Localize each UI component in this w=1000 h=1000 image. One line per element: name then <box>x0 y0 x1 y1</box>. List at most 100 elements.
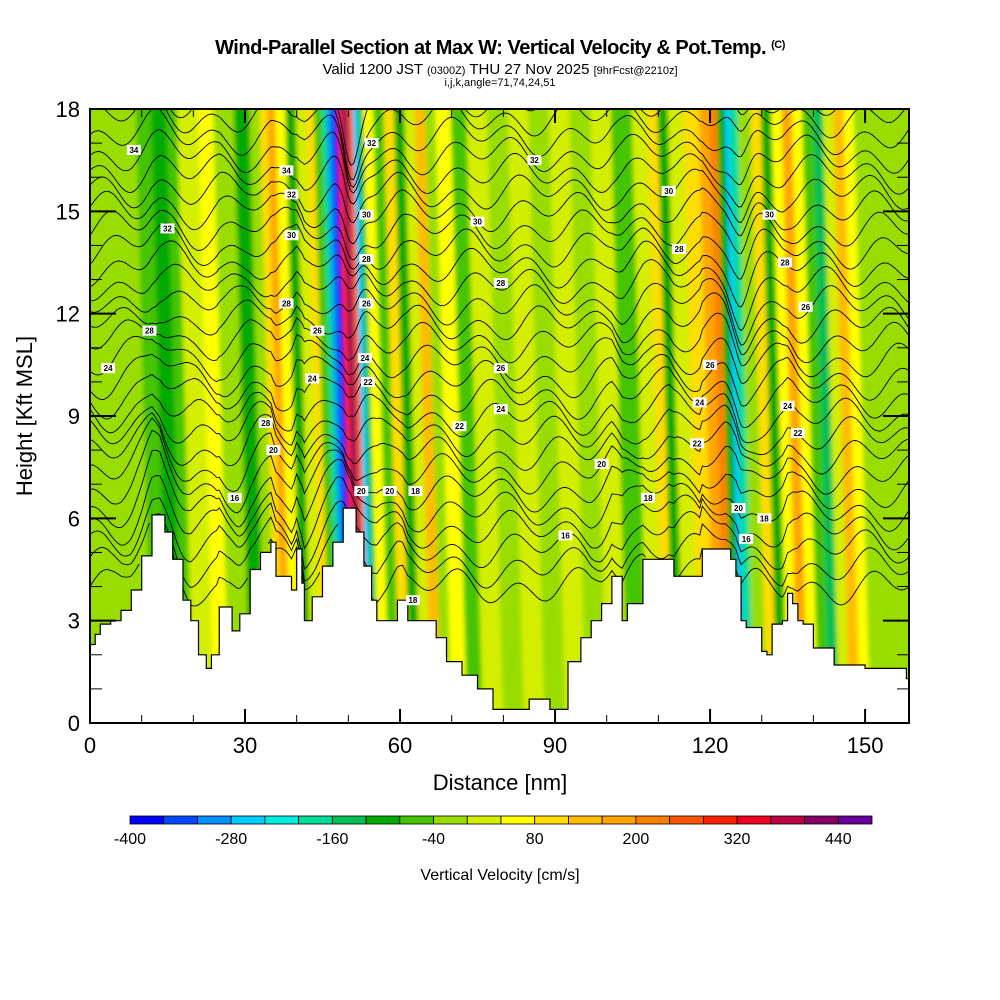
contour-label-bg <box>493 278 508 288</box>
velocity-band <box>729 109 754 723</box>
contour-label-text: 16 <box>561 531 570 540</box>
theta-contour-line <box>90 278 909 346</box>
contour-label: 26 <box>703 359 718 370</box>
contour-label-bg <box>762 209 777 220</box>
colorbar-swatch <box>702 815 738 825</box>
contour-label: 32 <box>160 223 175 234</box>
contour-label: 30 <box>661 185 676 196</box>
contour-label-text: 20 <box>385 487 394 496</box>
contour-label: 28 <box>672 243 687 254</box>
contour-label-text: 20 <box>734 504 743 513</box>
contour-label: 20 <box>731 503 746 514</box>
terrain-profile <box>90 507 909 723</box>
contour-label-text: 34 <box>129 146 138 155</box>
theta-contour-line <box>90 312 909 367</box>
contour-label-text: 24 <box>360 354 369 363</box>
contour-label: 22 <box>690 438 705 449</box>
x-axis-label: Distance [nm] <box>433 770 568 795</box>
contour-label-bg <box>594 458 609 469</box>
copyright-mark: (C) <box>771 39 785 51</box>
theta-contour-line <box>90 411 909 475</box>
contour-label: 16 <box>558 530 573 541</box>
contour-label-text: 32 <box>367 139 376 148</box>
velocity-band <box>383 109 411 723</box>
colorbar-swatch <box>365 815 401 825</box>
colorbar-swatch <box>298 815 333 825</box>
y-tick-label: 9 <box>68 404 80 429</box>
x-tick-label: 0 <box>84 733 96 758</box>
velocity-band <box>791 109 819 723</box>
contour-label: 20 <box>266 445 281 456</box>
contour-label: 18 <box>757 513 772 524</box>
colorbar-tick-label: -400 <box>114 831 146 848</box>
velocity-band <box>771 109 798 723</box>
valid-time: Valid 1200 JST <box>322 61 423 78</box>
contour-label: 16 <box>739 533 754 544</box>
contour-label: 22 <box>790 428 805 439</box>
theta-contour-line <box>90 475 909 551</box>
terrain <box>90 507 909 723</box>
colorbar-tick-label: -160 <box>316 831 348 848</box>
contour-label-text: 32 <box>163 224 172 233</box>
contour-label: 24 <box>305 373 320 384</box>
contour-label-bg <box>364 138 379 149</box>
contour-label-bg <box>354 486 369 496</box>
colorbar-swatch <box>163 815 198 825</box>
contour-label-bg <box>493 363 508 374</box>
velocity-band <box>833 109 860 723</box>
colorbar-swatch <box>500 815 536 825</box>
x-tick-label: 30 <box>233 733 257 758</box>
theta-contour-line <box>90 400 909 458</box>
velocity-band <box>197 109 230 723</box>
contour-label-bg <box>359 254 374 265</box>
velocity-band <box>424 109 452 723</box>
contour-label-bg <box>703 359 718 370</box>
colorbar-swatch <box>568 815 603 825</box>
valid-utc: (0300Z) <box>426 65 466 77</box>
contour-label-text: 30 <box>765 211 774 220</box>
contour-label-bg <box>641 492 656 503</box>
velocity-band <box>853 109 909 723</box>
contour-label-bg <box>690 438 705 449</box>
colorbar-swatch <box>635 815 671 825</box>
contour-label-text: 30 <box>473 218 482 227</box>
theta-contour-line <box>90 417 909 495</box>
contour-label: 30 <box>470 216 485 227</box>
colorbar-swatch <box>837 815 873 825</box>
y-tick-label: 12 <box>56 302 80 327</box>
velocity-band <box>259 109 284 723</box>
theta-contour-line <box>90 222 909 280</box>
colorbar-swatch <box>197 815 232 825</box>
contour-label-text: 24 <box>783 402 792 411</box>
contour-label-text: 32 <box>287 190 296 199</box>
theta-contour-line <box>103 109 906 180</box>
velocity-band <box>528 109 566 723</box>
contour-label: 30 <box>762 209 777 220</box>
contour-label-text: 28 <box>496 279 505 288</box>
contour-label-bg <box>126 144 141 155</box>
contour-label-bg <box>780 400 795 411</box>
velocity-band <box>548 109 587 723</box>
contour-label-bg <box>258 417 273 428</box>
contour-label-text: 16 <box>742 535 751 544</box>
contour-label-bg <box>558 530 573 541</box>
colorbar-tick-label: -40 <box>422 831 445 848</box>
contour-label-text: 22 <box>693 439 702 448</box>
theta-contour-line <box>90 366 909 429</box>
contour-label-bg <box>790 428 805 439</box>
contour-label-text: 28 <box>282 299 291 308</box>
theta-contour-line <box>90 129 909 194</box>
contour-label-text: 30 <box>362 211 371 220</box>
velocity-band <box>166 109 194 723</box>
contour-label-text: 24 <box>496 405 505 414</box>
y-tick-label: 18 <box>56 97 80 122</box>
contour-label: 24 <box>692 397 707 408</box>
contour-label: 20 <box>354 486 369 496</box>
contour-label: 28 <box>279 298 294 309</box>
colorbar-tick-label: 440 <box>825 831 852 848</box>
colorbar-swatch <box>331 815 367 825</box>
colorbar-swatch <box>129 815 165 825</box>
contour-label: 26 <box>310 325 325 336</box>
contour-label-text: 20 <box>269 446 278 455</box>
contour-label-bg <box>284 189 299 200</box>
